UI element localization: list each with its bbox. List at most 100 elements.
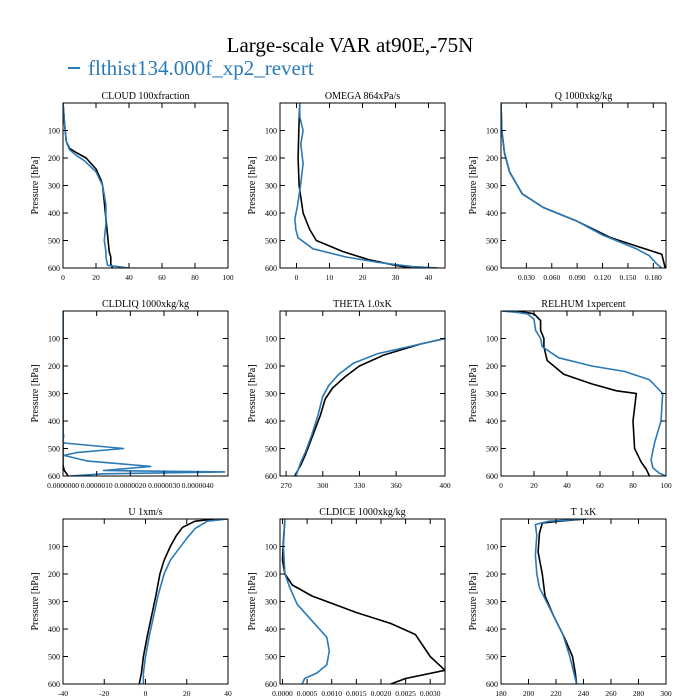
series-line-experiment [142, 519, 228, 684]
x-tick-label: 80 [629, 481, 637, 490]
y-tick-label: 600 [486, 680, 498, 689]
plot-frame [500, 310, 667, 477]
x-tick-label: 0.0030 [420, 689, 441, 698]
legend-line-swatch [68, 67, 80, 70]
series-line-reference [63, 311, 69, 476]
x-tick-label: 0.090 [569, 273, 586, 282]
x-tick-label: 0.0020 [371, 689, 392, 698]
y-tick-label: 500 [486, 237, 498, 246]
plot-frame [279, 310, 446, 477]
y-tick-label: 300 [486, 598, 498, 607]
series-line-reference [501, 103, 666, 268]
x-tick-label: 300 [660, 689, 672, 698]
y-tick-label: 100 [486, 543, 498, 552]
y-tick-label: 500 [48, 237, 60, 246]
y-tick-label: 200 [265, 362, 277, 371]
x-tick-label: 0.180 [645, 273, 662, 282]
y-axis-label: Pressure [hPa] [30, 364, 41, 422]
y-tick-label: 500 [48, 653, 60, 662]
x-tick-label: 0.0025 [395, 689, 416, 698]
x-tick-label: 10 [326, 273, 334, 282]
x-tick-label: -40 [58, 689, 68, 698]
y-axis-label: Pressure [hPa] [247, 156, 258, 214]
plot-frame [279, 518, 446, 685]
x-tick-label: 240 [578, 689, 590, 698]
x-tick-label: 60 [158, 273, 166, 282]
y-axis-label: Pressure [hPa] [247, 364, 258, 422]
panel-title: CLDLIQ 1000xkg/kg [102, 299, 189, 310]
y-tick-label: 600 [48, 680, 60, 689]
y-tick-label: 600 [265, 264, 277, 273]
plot-frame [62, 102, 229, 269]
y-tick-label: 500 [486, 445, 498, 454]
y-tick-label: 300 [48, 390, 60, 399]
y-tick-label: 100 [265, 543, 277, 552]
x-tick-label: 360 [390, 481, 402, 490]
plot-frame [500, 102, 667, 269]
y-tick-label: 500 [265, 653, 277, 662]
x-tick-label: 0.120 [594, 273, 611, 282]
panel-title: CLDICE 1000xkg/kg [319, 507, 405, 518]
x-tick-label: 200 [523, 689, 535, 698]
panel-title: U 1xm/s [128, 507, 162, 518]
x-tick-label: 0 [295, 273, 299, 282]
y-axis-label: Pressure [hPa] [468, 364, 479, 422]
x-tick-label: 20 [183, 689, 191, 698]
x-tick-label: 0.0000020 [114, 481, 146, 490]
y-tick-label: 200 [486, 570, 498, 579]
x-tick-label: 40 [125, 273, 133, 282]
y-tick-label: 600 [265, 680, 277, 689]
y-axis-label: Pressure [hPa] [30, 572, 41, 630]
x-tick-label: 0 [144, 689, 148, 698]
y-tick-label: 400 [486, 209, 498, 218]
x-tick-label: 0.0010 [321, 689, 342, 698]
y-axis-label: Pressure [hPa] [30, 156, 41, 214]
series-line-reference [294, 337, 445, 476]
y-tick-label: 200 [48, 154, 60, 163]
y-tick-label: 600 [48, 264, 60, 273]
series-line-experiment [63, 103, 130, 268]
panel-title: Q 1000xkg/kg [555, 91, 613, 102]
y-tick-label: 500 [486, 653, 498, 662]
y-tick-label: 500 [265, 237, 277, 246]
y-tick-label: 400 [486, 417, 498, 426]
y-axis-label: Pressure [hPa] [247, 572, 258, 630]
y-tick-label: 100 [265, 127, 277, 136]
y-tick-label: 300 [48, 182, 60, 191]
x-tick-label: 100 [660, 481, 672, 490]
legend-label: flthist134.000f_xp2_revert [88, 56, 314, 80]
x-tick-label: 40 [224, 689, 232, 698]
y-tick-label: 400 [48, 625, 60, 634]
x-tick-label: 220 [550, 689, 562, 698]
x-tick-label: 0.0000 [272, 689, 293, 698]
x-tick-label: 0 [499, 481, 503, 490]
x-tick-label: 40 [563, 481, 571, 490]
x-tick-label: 60 [596, 481, 604, 490]
series-line-experiment [502, 311, 666, 476]
y-tick-label: 300 [265, 182, 277, 191]
x-tick-label: 20 [92, 273, 100, 282]
y-tick-label: 100 [48, 543, 60, 552]
x-tick-label: 0.0000000 [47, 481, 79, 490]
y-tick-label: 600 [265, 472, 277, 481]
series-line-experiment [501, 103, 663, 268]
x-tick-label: 400 [439, 481, 451, 490]
x-tick-label: 0.150 [619, 273, 636, 282]
legend: flthist134.000f_xp2_revert [68, 56, 314, 81]
y-tick-label: 100 [48, 127, 60, 136]
y-tick-label: 400 [265, 209, 277, 218]
x-tick-label: 0.0000010 [81, 481, 113, 490]
y-tick-label: 100 [486, 335, 498, 344]
panel-2: Q 1000xkg/kg Pressure [hPa] 100 200 300 400 50… [468, 91, 667, 282]
x-tick-label: 280 [633, 689, 645, 698]
x-tick-label: 0.0000040 [182, 481, 214, 490]
series-line-experiment [282, 519, 331, 684]
panel-title: THETA 1.0xK [333, 299, 392, 310]
y-tick-label: 400 [48, 209, 60, 218]
y-tick-label: 600 [486, 264, 498, 273]
y-tick-label: 300 [265, 390, 277, 399]
series-line-experiment [295, 337, 445, 476]
y-tick-label: 200 [265, 570, 277, 579]
